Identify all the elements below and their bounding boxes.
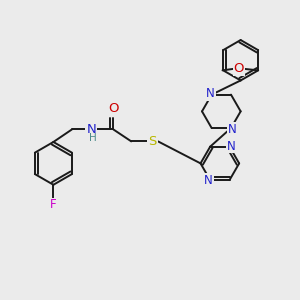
Text: O: O: [234, 62, 244, 75]
Text: F: F: [50, 199, 57, 212]
Text: N: N: [204, 174, 213, 187]
Text: S: S: [148, 135, 157, 148]
Text: H: H: [89, 134, 97, 143]
Text: O: O: [108, 102, 119, 115]
Text: N: N: [226, 140, 236, 152]
Text: N: N: [86, 123, 96, 136]
Text: N: N: [228, 123, 237, 136]
Text: N: N: [206, 87, 214, 100]
